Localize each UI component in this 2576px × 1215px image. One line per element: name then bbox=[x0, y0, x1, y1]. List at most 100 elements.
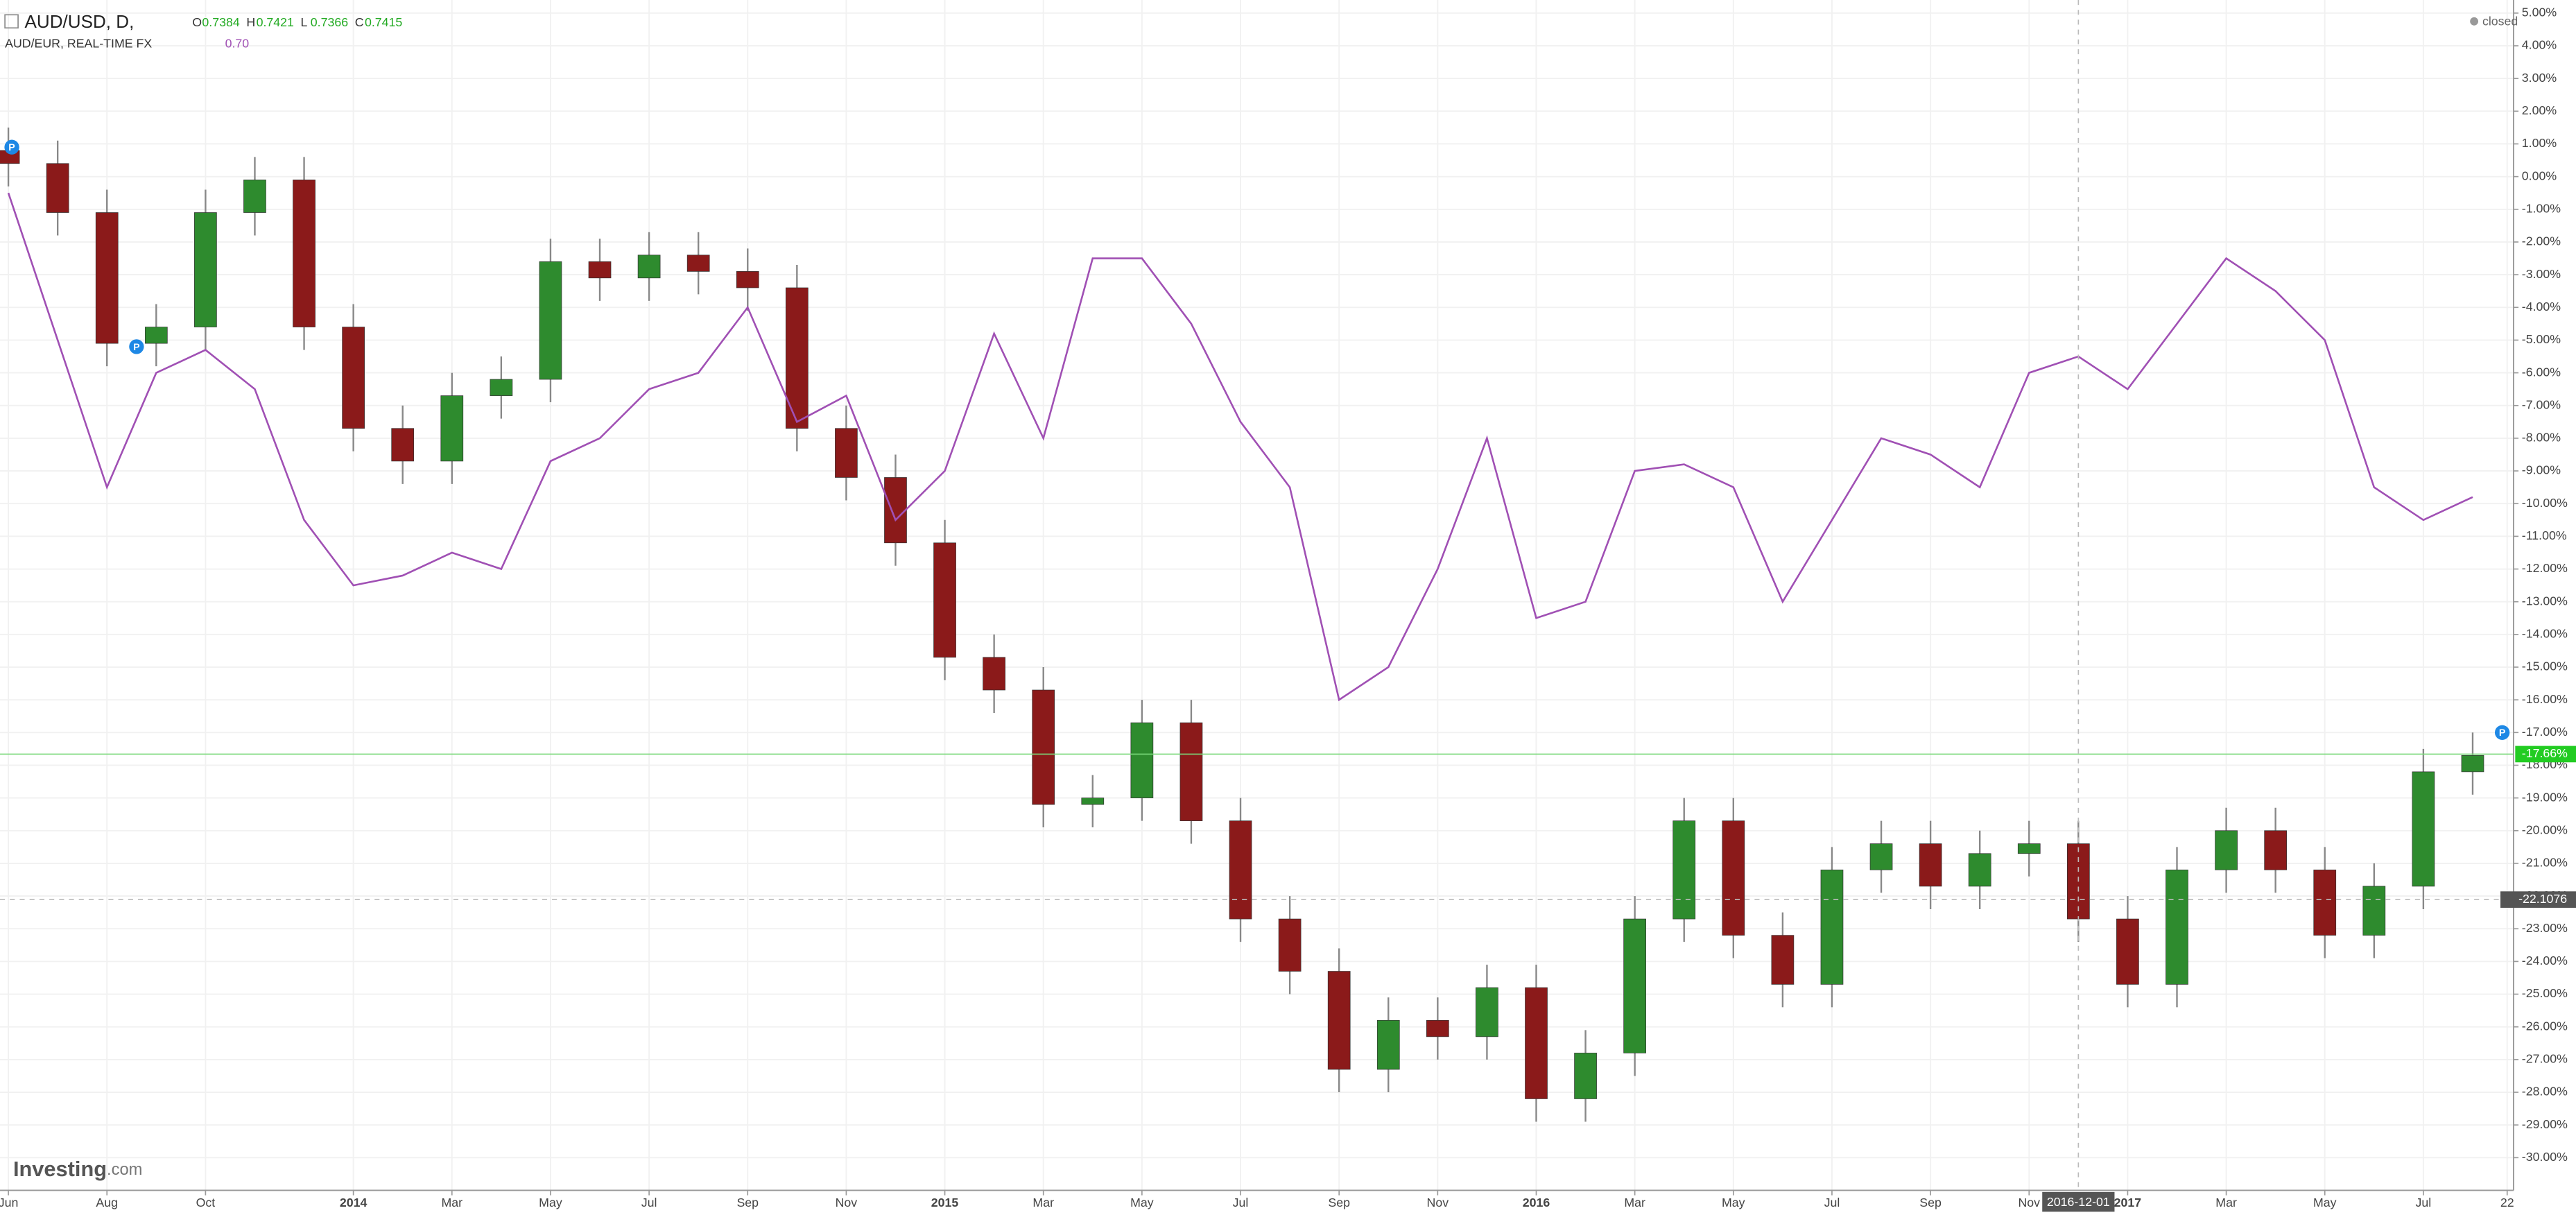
y-tick-label: -24.00% bbox=[2522, 954, 2568, 967]
x-tick-label: Mar bbox=[2215, 1196, 2237, 1209]
y-tick-label: -7.00% bbox=[2522, 397, 2561, 411]
plot-area: P P P bbox=[0, 0, 2514, 1191]
candle-body bbox=[2264, 830, 2288, 870]
y-tick-label: -3.00% bbox=[2522, 267, 2561, 281]
candle-body bbox=[637, 255, 661, 279]
logo-main: Investing bbox=[13, 1157, 107, 1181]
status-dot bbox=[2470, 17, 2479, 26]
x-tick-label: 22 bbox=[2500, 1196, 2514, 1209]
y-tick-label: -27.00% bbox=[2522, 1052, 2568, 1066]
event-marker[interactable] bbox=[129, 339, 144, 354]
candle-body bbox=[1968, 853, 1991, 887]
ohlc-label: L bbox=[301, 15, 308, 29]
candle-body bbox=[835, 428, 858, 478]
logo: Investing.com bbox=[13, 1157, 142, 1181]
candle-body bbox=[1476, 987, 1498, 1037]
crosshair-y-label: -22.1076 bbox=[2518, 892, 2567, 906]
grid bbox=[0, 0, 2514, 1191]
candle-body bbox=[736, 271, 759, 288]
crosshair-x-label: 2016-12-01 bbox=[2047, 1195, 2110, 1209]
last-value-label: -17.66% bbox=[2522, 746, 2568, 760]
x-tick-label: Jul bbox=[641, 1196, 657, 1209]
event-marker-label: P bbox=[2499, 727, 2505, 739]
candle-body bbox=[1376, 1019, 1400, 1070]
x-tick-label: May bbox=[1130, 1196, 1154, 1209]
candle-body bbox=[983, 657, 1005, 691]
candle-body bbox=[1919, 843, 1942, 887]
y-tick-label: -26.00% bbox=[2522, 1019, 2568, 1033]
candle-body bbox=[95, 212, 119, 344]
candle-body bbox=[2412, 771, 2435, 887]
y-tick-label: -12.00% bbox=[2522, 561, 2568, 575]
candle-body bbox=[785, 287, 809, 429]
y-tick-label: -28.00% bbox=[2522, 1085, 2568, 1098]
y-tick-label: 2.00% bbox=[2522, 103, 2557, 117]
candle-body bbox=[1820, 870, 1844, 985]
candle-body bbox=[1672, 820, 1696, 920]
event-marker-label: P bbox=[8, 142, 15, 153]
y-tick-label: -9.00% bbox=[2522, 463, 2561, 477]
y-tick-label: -19.00% bbox=[2522, 790, 2568, 804]
x-tick-label: Aug bbox=[96, 1196, 118, 1209]
logo-suffix: .com bbox=[107, 1161, 142, 1179]
y-tick-label: -2.00% bbox=[2522, 234, 2561, 248]
y-tick-label: -8.00% bbox=[2522, 431, 2561, 445]
y-tick-label: -23.00% bbox=[2522, 921, 2568, 935]
candle-body bbox=[1032, 689, 1055, 805]
x-tick-label: Sep bbox=[736, 1196, 759, 1209]
ohlc-value: 0.7366 bbox=[311, 15, 348, 29]
ohlc-value: 0.7421 bbox=[257, 15, 294, 29]
x-tick-label: Mar bbox=[1032, 1196, 1054, 1209]
ohlc-value: 0.7415 bbox=[365, 15, 402, 29]
x-tick-label: 2017 bbox=[2114, 1196, 2142, 1209]
y-tick-label: 0.00% bbox=[2522, 169, 2557, 182]
candle-body bbox=[2362, 886, 2386, 936]
market-status: closed bbox=[2482, 15, 2518, 28]
ohlc-label: H bbox=[246, 15, 255, 29]
x-tick-label: 2014 bbox=[340, 1196, 368, 1209]
x-tick-label: Jul bbox=[1233, 1196, 1249, 1209]
x-tick-label: Nov bbox=[2018, 1196, 2040, 1209]
candle-body bbox=[1327, 971, 1351, 1070]
compare-value: 0.70 bbox=[225, 37, 250, 51]
candle-body bbox=[490, 379, 513, 396]
x-tick-label: Jun bbox=[0, 1196, 18, 1209]
candle-body bbox=[342, 327, 365, 429]
candle-body bbox=[2313, 870, 2337, 936]
candle-body bbox=[1574, 1053, 1597, 1099]
y-tick-label: -17.00% bbox=[2522, 725, 2568, 739]
compare-name[interactable]: AUD/EUR, REAL-TIME FX bbox=[5, 37, 152, 51]
candle-body bbox=[194, 212, 217, 327]
event-marker[interactable] bbox=[4, 139, 19, 155]
candle-body bbox=[588, 261, 612, 279]
candle-body bbox=[1081, 798, 1105, 805]
y-tick-label: -16.00% bbox=[2522, 692, 2568, 706]
x-tick-label: Mar bbox=[441, 1196, 463, 1209]
candle-body bbox=[884, 477, 907, 544]
symbol-name[interactable]: AUD/USD, D, bbox=[25, 11, 135, 32]
collapse-icon[interactable] bbox=[4, 14, 19, 29]
candle-body bbox=[2116, 918, 2139, 985]
last-value-tag bbox=[2515, 746, 2576, 763]
x-tick-label: Nov bbox=[836, 1196, 858, 1209]
x-tick-label: Sep bbox=[1328, 1196, 1350, 1209]
candle-body bbox=[933, 542, 956, 658]
y-tick-label: -10.00% bbox=[2522, 496, 2568, 510]
x-tick-label: Mar bbox=[1624, 1196, 1645, 1209]
y-tick-label: -11.00% bbox=[2522, 528, 2567, 542]
line-series bbox=[7, 192, 2473, 702]
event-marker[interactable] bbox=[2494, 725, 2510, 740]
candle-body bbox=[2166, 870, 2188, 985]
y-tick-label: -20.00% bbox=[2522, 822, 2568, 836]
y-tick-label: -30.00% bbox=[2522, 1150, 2568, 1164]
x-tick-label: May bbox=[2313, 1196, 2337, 1209]
candle-body bbox=[2215, 830, 2238, 870]
candle-body bbox=[1525, 987, 1548, 1099]
y-tick-label: -21.00% bbox=[2522, 856, 2568, 870]
x-tick-label: Jul bbox=[1824, 1196, 1840, 1209]
y-tick-label: -4.00% bbox=[2522, 300, 2561, 313]
x-tick-label: May bbox=[1722, 1196, 1745, 1209]
y-tick-label: -29.00% bbox=[2522, 1117, 2568, 1131]
